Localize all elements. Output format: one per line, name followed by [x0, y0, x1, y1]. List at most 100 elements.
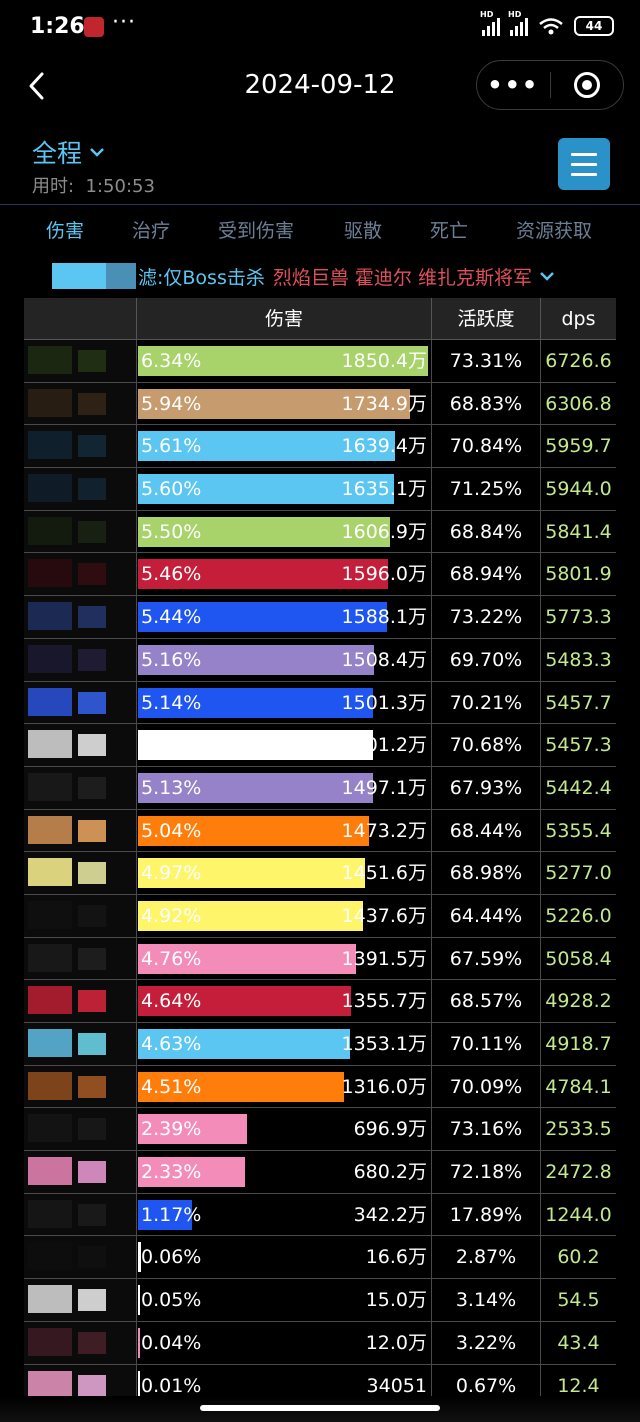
table-row[interactable]: 5.94% 1734.9万 68.83% 6306.8: [24, 382, 616, 426]
tab-deaths[interactable]: 死亡: [430, 220, 469, 242]
filter-color-swatch-2: [106, 263, 136, 289]
dps-value: 4918.7: [545, 1033, 612, 1055]
table-row[interactable]: 0.06% 16.6万 2.87% 60.2: [24, 1236, 616, 1280]
activity-value: 70.09%: [449, 1075, 523, 1098]
back-icon[interactable]: [22, 68, 54, 104]
table-row[interactable]: 5.61% 1639.4万 70.84% 5959.7: [24, 425, 616, 469]
tab-damage[interactable]: 伤害: [46, 220, 85, 242]
damage-bar-cell: 0.06% 16.6万: [137, 1236, 431, 1278]
elapsed-time: 用时: 1:50:53: [32, 176, 155, 197]
activity-value: 2.87%: [455, 1246, 517, 1269]
activity-value: 70.68%: [449, 734, 523, 757]
damage-bar-cell: 5.14% 1501.2万: [137, 724, 431, 766]
damage-bar: [138, 1157, 245, 1188]
table-row[interactable]: 4.92% 1437.6万 64.44% 5226.0: [24, 894, 616, 938]
table-row[interactable]: 5.04% 1473.2万 68.44% 5355.4: [24, 809, 616, 853]
more-options-icon[interactable]: •••: [487, 71, 540, 99]
dps-value: 5058.4: [545, 947, 612, 970]
tab-dispel[interactable]: 驱散: [344, 220, 383, 242]
boss-filter[interactable]: 滤:仅Boss击杀 烈焰巨兽 霍迪尔 维扎克斯将军: [52, 262, 556, 290]
damage-percent: 2.39%: [141, 1118, 202, 1141]
table-header: 伤害 活跃度 dps: [24, 298, 616, 340]
activity-value: 64.44%: [449, 904, 523, 927]
damage-amount: 1501.2万: [341, 734, 427, 757]
table-row[interactable]: 4.97% 1451.6万 68.98% 5277.0: [24, 852, 616, 895]
table-row[interactable]: 5.44% 1588.1万 73.22% 5773.3: [24, 596, 616, 639]
home-indicator[interactable]: [200, 1405, 440, 1411]
activity-value: 0.67%: [455, 1374, 517, 1397]
close-miniapp-button[interactable]: [551, 72, 624, 98]
header-damage[interactable]: 伤害: [264, 308, 303, 330]
table-row[interactable]: 5.60% 1635.1万 71.25% 5944.0: [24, 468, 616, 511]
tab-healing[interactable]: 治疗: [132, 220, 171, 242]
tab-damage-taken[interactable]: 受到伤害: [218, 220, 295, 242]
table-row[interactable]: 4.51% 1316.0万 70.09% 4784.1: [24, 1065, 616, 1109]
activity-value: 68.94%: [449, 563, 523, 586]
damage-percent: 4.64%: [141, 990, 202, 1013]
table-row[interactable]: 4.64% 1355.7万 68.57% 4928.2: [24, 980, 616, 1023]
phase-label: 全程: [32, 139, 83, 168]
header-divider: [0, 204, 640, 205]
table-row[interactable]: 5.50% 1606.9万 68.84% 5841.4: [24, 510, 616, 554]
table-row[interactable]: 4.76% 1391.5万 67.59% 5058.4: [24, 937, 616, 981]
activity-value: 68.98%: [449, 862, 523, 885]
table-row[interactable]: 5.13% 1497.1万 67.93% 5442.4: [24, 766, 616, 810]
player-name-redacted: [24, 681, 136, 724]
table-row[interactable]: 5.14% 1501.3万 70.21% 5457.7: [24, 681, 616, 725]
table-row[interactable]: 2.39% 696.9万 73.16% 2533.5: [24, 1108, 616, 1152]
table-row[interactable]: 5.16% 1508.4万 69.70% 5483.3: [24, 638, 616, 682]
header-dps[interactable]: dps: [561, 308, 596, 330]
activity-value: 73.31%: [449, 350, 523, 372]
damage-bar: [138, 815, 369, 846]
damage-percent: 4.97%: [141, 862, 202, 885]
damage-bar: [138, 1199, 192, 1230]
damage-bar-cell: 5.16% 1508.4万: [137, 639, 431, 681]
damage-bar-cell: 2.33% 680.2万: [137, 1151, 431, 1193]
table-row[interactable]: 5.14% 1501.2万 70.68% 5457.3: [24, 724, 616, 767]
table-row[interactable]: 6.34% 1850.4万 73.31% 6726.6: [24, 340, 616, 383]
damage-bar-cell: 4.76% 1391.5万: [137, 938, 431, 980]
damage-bar: [138, 388, 410, 419]
table-row[interactable]: 4.63% 1353.1万 70.11% 4918.7: [24, 1023, 616, 1066]
damage-bar: [138, 943, 356, 974]
table-row[interactable]: 0.01% 34051 0.67% 12.4: [24, 1364, 616, 1408]
wifi-icon: [539, 18, 563, 35]
damage-amount: 1606.9万: [341, 520, 427, 543]
table-row[interactable]: 5.46% 1596.0万 68.94% 5801.9: [24, 553, 616, 597]
table-row[interactable]: 2.33% 680.2万 72.18% 2472.8: [24, 1151, 616, 1194]
damage-amount: 16.6万: [365, 1246, 427, 1269]
damage-amount: 1635.1万: [341, 478, 427, 501]
damage-bar: [138, 1114, 247, 1145]
damage-bar: [138, 1327, 140, 1358]
dps-value: 5483.3: [545, 648, 612, 671]
phase-selector[interactable]: 全程: [32, 134, 106, 170]
damage-bar: [138, 431, 395, 462]
header-activity[interactable]: 活跃度: [457, 308, 515, 330]
damage-bar-cell: 0.05% 15.0万: [137, 1279, 431, 1321]
damage-amount: 1451.6万: [341, 862, 427, 885]
table-row[interactable]: 0.04% 12.0万 3.22% 43.4: [24, 1321, 616, 1365]
menu-button[interactable]: [558, 138, 610, 190]
damage-bar-cell: 4.92% 1437.6万: [137, 895, 431, 937]
dps-value: 5457.7: [545, 691, 612, 714]
dps-value: 4928.2: [545, 990, 612, 1013]
filter-value: 烈焰巨兽 霍迪尔 维扎克斯将军: [272, 266, 532, 289]
damage-bar-cell: 4.97% 1451.6万: [137, 852, 431, 894]
damage-bar: [138, 772, 373, 803]
table-row[interactable]: 0.05% 15.0万 3.14% 54.5: [24, 1279, 616, 1322]
table-row[interactable]: 1.17% 342.2万 17.89% 1244.0: [24, 1193, 616, 1237]
damage-amount: 1437.6万: [341, 904, 427, 927]
dps-value: 1244.0: [545, 1203, 612, 1226]
damage-amount: 680.2万: [353, 1161, 427, 1184]
player-name-redacted: [24, 510, 136, 553]
damage-percent: 5.04%: [141, 819, 202, 842]
activity-value: 70.21%: [449, 691, 523, 714]
activity-value: 70.11%: [449, 1033, 523, 1055]
damage-amount: 1850.4万: [341, 350, 427, 372]
chevron-down-icon: [90, 148, 104, 157]
damage-bar: [138, 1242, 141, 1273]
damage-amount: 1596.0万: [341, 563, 427, 586]
tab-resources[interactable]: 资源获取: [516, 220, 593, 242]
activity-value: 72.18%: [449, 1161, 523, 1184]
damage-bar-cell: 4.64% 1355.7万: [137, 980, 431, 1022]
